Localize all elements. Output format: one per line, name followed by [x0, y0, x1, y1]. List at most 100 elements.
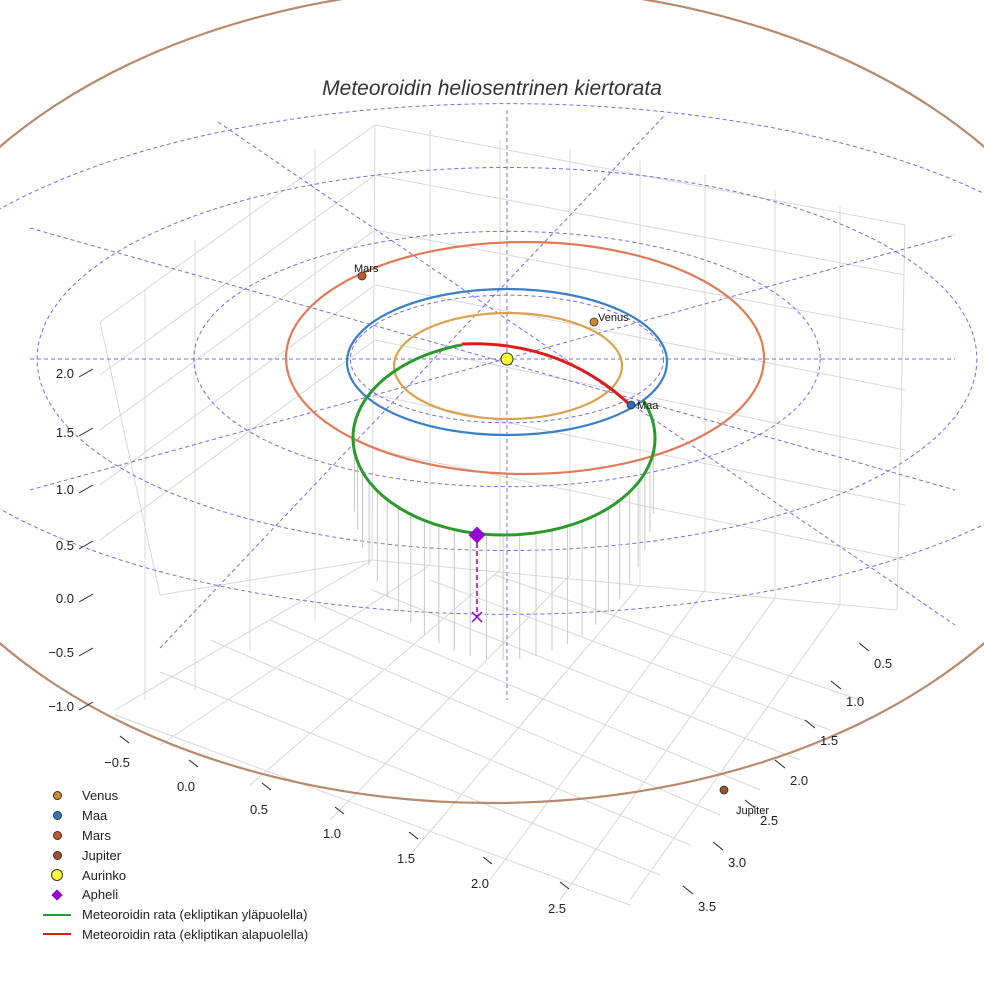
legend-label: Jupiter	[82, 847, 122, 863]
z-tick-label: −1.0	[48, 699, 74, 714]
x-tick-mark	[119, 735, 130, 744]
x-tick-mark	[334, 806, 345, 815]
x-tick-label: 1.0	[323, 826, 341, 841]
meteoroid-orbit-below	[461, 342, 631, 406]
pane-gridline	[489, 589, 706, 881]
legend-entry: Venus	[40, 786, 308, 806]
pane-gridline	[99, 321, 161, 596]
legend-label: Meteoroidin rata (ekliptikan yläpuolella…	[82, 907, 308, 923]
ecliptic-grid-spoke	[29, 234, 956, 491]
pane-gridline	[374, 394, 906, 506]
y-tick-label: 1.5	[820, 733, 838, 748]
legend-label: Aurinko	[82, 867, 127, 883]
legend-entry: Meteoroidin rata (ekliptikan yläpuolella…	[40, 905, 308, 925]
planet-label-venus: Venus	[598, 312, 629, 324]
pane-gridline	[99, 229, 376, 431]
z-tick-label: 0.0	[56, 591, 74, 606]
pane-gridline	[896, 224, 906, 611]
aphelion-projection-marker	[471, 611, 483, 623]
legend-label: Apheli	[82, 887, 119, 903]
planet-label-maa: Maa	[637, 400, 659, 412]
x-tick-mark	[482, 856, 493, 865]
z-tick-label: 0.5	[56, 538, 74, 553]
pane-gridline	[114, 714, 631, 906]
legend-marker	[52, 811, 62, 821]
legend-entry: Jupiter	[40, 845, 308, 865]
legend-label: Meteoroidin rata (ekliptikan alapuolella…	[82, 926, 309, 942]
y-tick-mark	[804, 719, 816, 729]
legend-symbol	[40, 848, 74, 862]
z-tick-mark	[78, 647, 94, 657]
legend-symbol	[40, 789, 74, 803]
legend-marker	[43, 913, 71, 916]
planet-marker-mars	[357, 271, 367, 281]
legend-entry: Apheli	[40, 885, 308, 905]
legend-marker	[51, 869, 63, 882]
planet-marker-maa	[626, 400, 636, 410]
pane-gridline	[374, 284, 906, 391]
aphelion-marker	[468, 526, 486, 544]
pane-gridline	[371, 559, 898, 611]
y-tick-label: 1.0	[846, 694, 864, 709]
pane-gridline	[371, 124, 376, 561]
z-tick-mark	[78, 427, 94, 437]
pane-gridline	[371, 589, 801, 761]
pane-gridline	[269, 619, 721, 816]
legend-marker	[43, 933, 71, 936]
pane-gridline	[319, 604, 761, 791]
pane-gridline	[409, 584, 641, 856]
pane-gridline	[114, 559, 373, 711]
x-tick-label: −0.5	[104, 755, 130, 770]
y-tick-label: 3.0	[728, 855, 746, 870]
z-tick-label: 1.5	[56, 425, 74, 440]
x-tick-label: 0.5	[250, 802, 268, 817]
pane-gridline	[629, 604, 841, 901]
legend-marker	[52, 791, 62, 801]
z-tick-mark	[78, 540, 94, 550]
pane-gridline	[159, 559, 373, 596]
legend-entry: Maa	[40, 806, 308, 826]
x-tick-label: 0.0	[177, 779, 195, 794]
z-tick-label: −0.5	[48, 645, 74, 660]
legend-entry: Aurinko	[40, 865, 308, 885]
x-tick-label: 2.0	[471, 876, 489, 891]
pane-gridline	[159, 671, 661, 876]
y-tick-mark	[682, 885, 694, 895]
pane-gridline	[374, 174, 906, 276]
pane-gridline	[494, 574, 861, 701]
pane-gridline	[209, 639, 691, 846]
z-tick-mark	[78, 593, 94, 603]
z-tick-mark	[78, 484, 94, 494]
orbit-mars	[284, 240, 766, 476]
y-tick-mark	[830, 680, 842, 690]
legend-label: Maa	[82, 808, 108, 824]
orbit-maa	[345, 287, 669, 437]
y-tick-label: 0.5	[874, 656, 892, 671]
ecliptic-grid-spoke	[217, 121, 956, 626]
legend-symbol	[40, 927, 74, 941]
pane-gridline	[429, 579, 831, 731]
legend-symbol	[40, 888, 74, 902]
y-tick-mark	[712, 841, 724, 851]
planet-label-jupiter: Jupiter	[736, 805, 769, 817]
z-tick-mark	[78, 368, 94, 378]
planet-label-mars: Mars	[354, 263, 379, 275]
z-tick-mark	[78, 701, 94, 711]
ecliptic-grid-spoke	[29, 227, 956, 491]
pane-gridline	[559, 597, 776, 901]
ecliptic-grid-spoke	[159, 114, 666, 649]
x-tick-label: 2.5	[548, 901, 566, 916]
legend-entry: Mars	[40, 826, 308, 846]
pane-gridline	[159, 564, 431, 746]
planet-marker-venus	[589, 317, 599, 327]
pane-gridline	[99, 124, 376, 323]
legend-symbol	[40, 828, 74, 842]
x-tick-label: 1.5	[397, 851, 415, 866]
jupiter-orbit	[0, 0, 984, 804]
y-tick-mark	[744, 799, 756, 809]
meteoroid-orbit-above	[351, 343, 657, 537]
pane-gridline	[99, 174, 376, 376]
legend-label: Mars	[82, 827, 111, 843]
y-tick-label: 3.5	[698, 899, 716, 914]
orbit-venus	[392, 311, 624, 421]
